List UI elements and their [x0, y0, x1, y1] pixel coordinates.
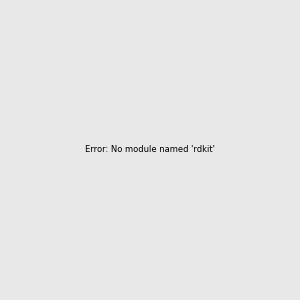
Text: Error: No module named 'rdkit': Error: No module named 'rdkit': [85, 146, 215, 154]
